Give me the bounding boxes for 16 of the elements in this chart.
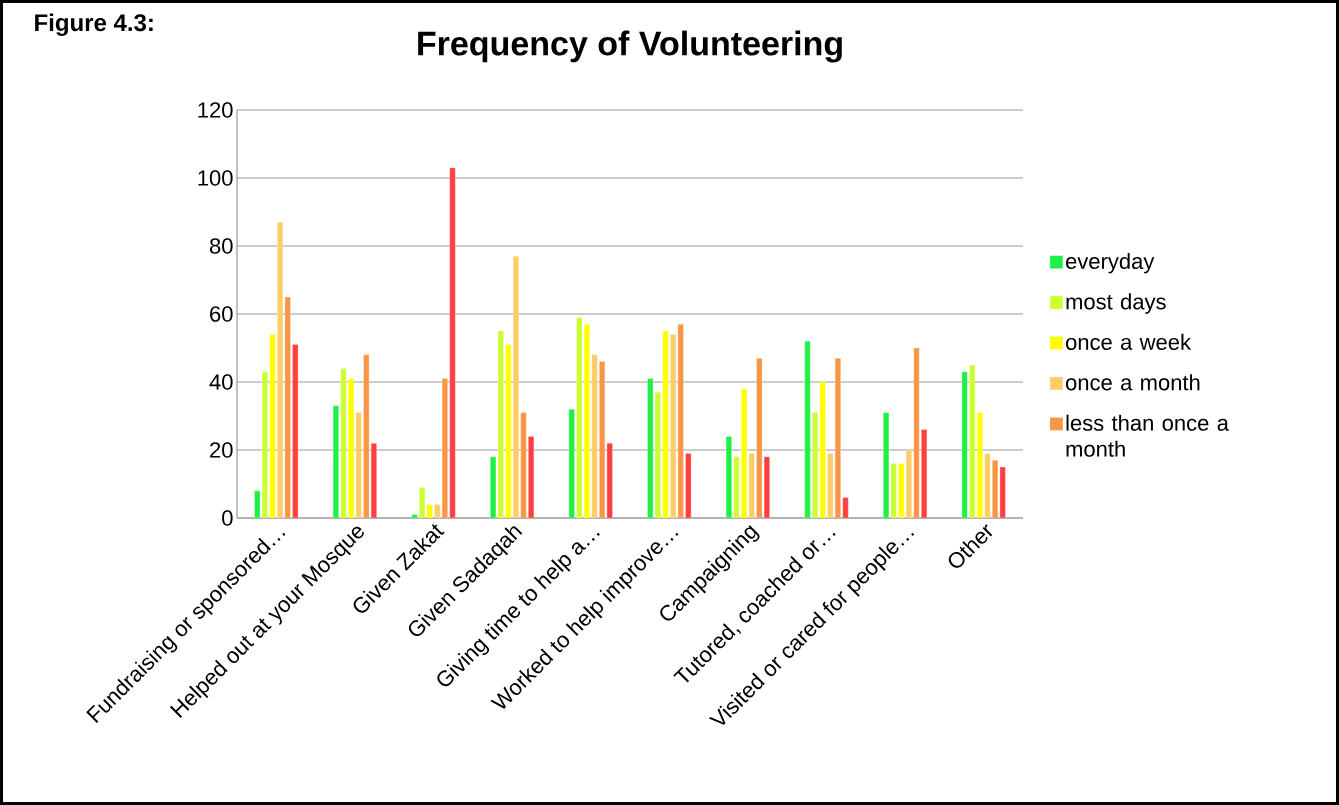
y-tick-label: 120 xyxy=(198,102,233,118)
bar xyxy=(292,344,299,518)
y-tick-label: 60 xyxy=(210,306,233,322)
legend-label: once a month xyxy=(1066,374,1200,391)
y-tick-label: 0 xyxy=(222,510,233,526)
y-tick-label: 20 xyxy=(210,442,233,458)
y-tick-label: 80 xyxy=(209,238,233,254)
legend-label: most days xyxy=(1066,293,1166,314)
legend-label: everyday xyxy=(1066,252,1155,274)
caption: Figure 4.3: xyxy=(35,13,153,36)
bar xyxy=(269,334,276,518)
legend-label: once a week xyxy=(1066,333,1192,350)
y-tick-label: 100 xyxy=(198,170,233,186)
y-tick-label: 40 xyxy=(209,374,233,390)
chart-title: Frequency of Volunteering xyxy=(418,30,842,63)
legend-label: less than once a month xyxy=(1066,414,1229,457)
